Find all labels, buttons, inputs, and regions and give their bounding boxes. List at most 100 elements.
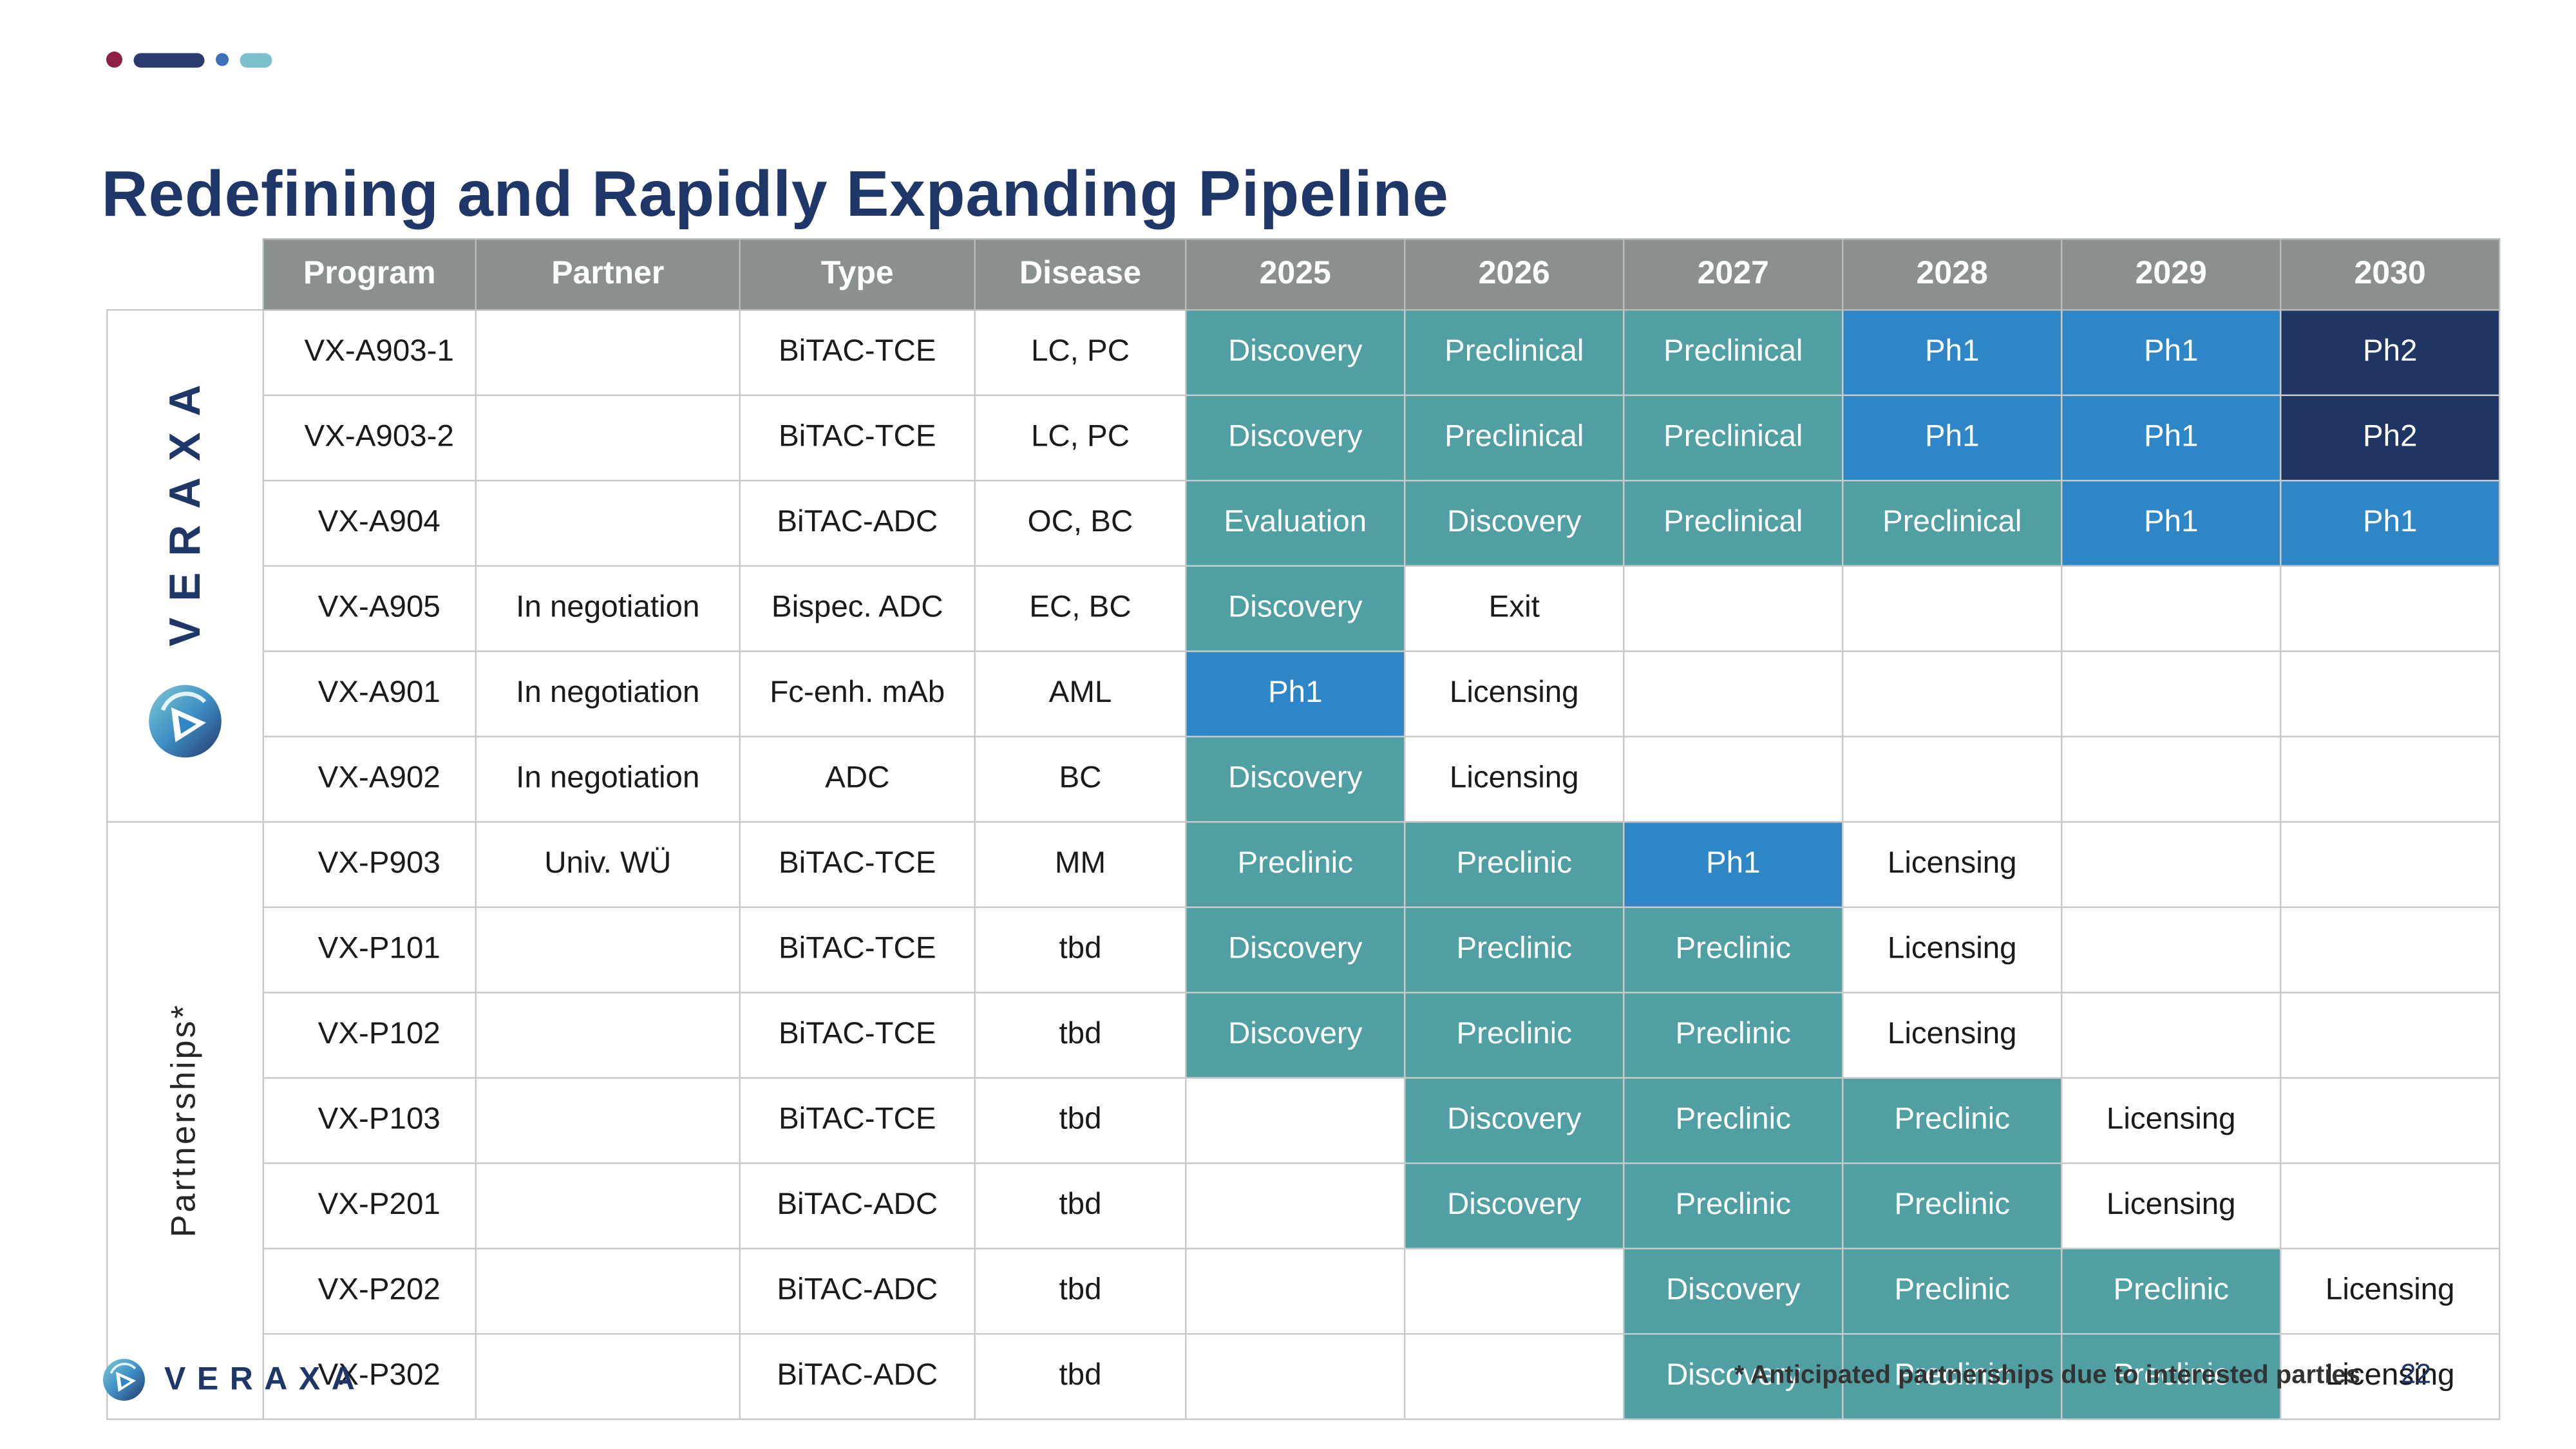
stage-cell-2030-ph1: Ph1 <box>2280 480 2501 567</box>
stage-cell-empty <box>1185 1333 1406 1420</box>
pipeline-row-vx-p202: VX-P202 BiTAC-ADC tbd Discovery Preclinic Pre… <box>107 1247 2501 1335</box>
stage-cell-empty <box>2061 650 2282 737</box>
type-cell: BiTAC-ADC <box>739 1333 976 1420</box>
disease-cell: BC <box>974 735 1187 823</box>
type-cell: Fc-enh. mAb <box>739 650 976 737</box>
stage-cell-2026-licensing: Licensing <box>1404 735 1625 823</box>
stage-cell-empty <box>1842 735 2063 823</box>
stage-cell-empty <box>1623 565 1844 652</box>
stage-cell-2025-discovery: Discovery <box>1185 992 1406 1079</box>
stage-cell-2026-licensing: Licensing <box>1404 650 1625 737</box>
disease-cell: tbd <box>974 1077 1187 1164</box>
stage-cell-2030-ph2: Ph2 <box>2280 394 2501 482</box>
stage-cell-2025-ph1: Ph1 <box>1185 650 1406 737</box>
stage-cell-2030-ph2: Ph2 <box>2280 309 2501 396</box>
disease-cell: MM <box>974 821 1187 908</box>
stage-cell-empty <box>1404 1247 1625 1335</box>
stage-cell-2026-preclinic: Preclinic <box>1404 821 1625 908</box>
pipeline-row-vx-p103: VX-P103 BiTAC-TCE tbd Discovery Preclinic Pre… <box>107 1077 2501 1164</box>
stage-cell-empty <box>2280 906 2501 994</box>
stage-cell-empty <box>1185 1247 1406 1335</box>
disease-cell: tbd <box>974 906 1187 994</box>
disease-cell: tbd <box>974 992 1187 1079</box>
pipeline-row-vx-a901: VX-A901 In negotiation Fc-enh. mAb AML Ph1 Li… <box>107 650 2501 737</box>
accent-dot-maroon <box>106 52 122 68</box>
type-cell: BiTAC-TCE <box>739 906 976 994</box>
stage-cell-empty <box>2280 1077 2501 1164</box>
pipeline-row-vx-a903-2: VX-A903-2 BiTAC-TCE LC, PC Discovery Preclin… <box>107 394 2501 482</box>
type-cell: BiTAC-TCE <box>739 821 976 908</box>
stage-cell-2027-preclinic: Preclinic <box>1623 1077 1844 1164</box>
pipeline-row-vx-p201: VX-P201 BiTAC-ADC tbd Discovery Preclinic Pre… <box>107 1162 2501 1249</box>
veraxa-logo-icon <box>149 685 222 757</box>
pipeline-row-vx-p102: VX-P102 BiTAC-TCE tbd Discovery Preclinic Pre… <box>107 992 2501 1079</box>
stage-cell-2027-preclinic: Preclinic <box>1623 1162 1844 1249</box>
stage-cell-empty <box>2280 735 2501 823</box>
column-header-2026: 2026 <box>1404 238 1625 311</box>
partner-cell <box>475 480 741 567</box>
stage-cell-empty <box>2280 565 2501 652</box>
type-cell: BiTAC-TCE <box>739 992 976 1079</box>
program-cell: VX-A903-2 <box>262 394 477 482</box>
disease-cell: AML <box>974 650 1187 737</box>
veraxa-logo-icon <box>103 1359 145 1401</box>
pipeline-row-vx-a904: VX-A904 BiTAC-ADC OC, BC Evaluation Discover… <box>107 480 2501 567</box>
stage-cell-empty <box>1842 650 2063 737</box>
type-cell: BiTAC-ADC <box>739 1247 976 1335</box>
stage-cell-2028-ph1: Ph1 <box>1842 394 2063 482</box>
page-title: Redefining and Rapidly Expanding Pipelin… <box>101 158 1449 230</box>
table-corner <box>107 239 263 310</box>
pipeline-row-vx-a902: VX-A902 In negotiation ADC BC Discovery Licen… <box>107 735 2501 823</box>
column-header-type: Type <box>739 238 976 311</box>
footer-brand-text: VERAXA <box>164 1361 366 1397</box>
disease-cell: tbd <box>974 1247 1187 1335</box>
pipeline-table: Program Partner Type Disease 2025 2026 2027 202… <box>106 238 2501 1420</box>
accent-dot-blue <box>216 53 229 66</box>
program-cell: VX-P202 <box>262 1247 477 1335</box>
stage-cell-empty <box>1404 1333 1625 1420</box>
stage-cell-2027-preclinical: Preclinical <box>1623 394 1844 482</box>
partner-cell <box>475 1162 741 1249</box>
pipeline-row-vx-a905: VX-A905 In negotiation Bispec. ADC EC, BC Di… <box>107 565 2501 652</box>
stage-cell-2027-discovery: Discovery <box>1623 1247 1844 1335</box>
disease-cell: EC, BC <box>974 565 1187 652</box>
stage-cell-empty <box>2280 821 2501 908</box>
slide-accent-mark <box>106 52 272 68</box>
stage-cell-2026-discovery: Discovery <box>1404 1077 1625 1164</box>
stage-cell-2028-preclinic: Preclinic <box>1842 1333 2063 1420</box>
stage-cell-2026-discovery: Discovery <box>1404 1162 1625 1249</box>
column-header-2025: 2025 <box>1185 238 1406 311</box>
group-cell-partnerships: Partnerships* <box>106 821 264 1420</box>
partner-cell <box>475 1077 741 1164</box>
stage-cell-2027-discovery: Discovery <box>1623 1333 1844 1420</box>
column-header-partner: Partner <box>475 238 741 311</box>
stage-cell-2027-preclinic: Preclinic <box>1623 906 1844 994</box>
program-cell: VX-A903-1 <box>262 309 477 396</box>
column-header-2027: 2027 <box>1623 238 1844 311</box>
type-cell: BiTAC-TCE <box>739 394 976 482</box>
partner-cell: In negotiation <box>475 650 741 737</box>
stage-cell-2028-ph1: Ph1 <box>1842 309 2063 396</box>
type-cell: ADC <box>739 735 976 823</box>
stage-cell-2025-discovery: Discovery <box>1185 906 1406 994</box>
stage-cell-2030-licensing: Licensing <box>2280 1333 2501 1420</box>
disease-cell: LC, PC <box>974 309 1187 396</box>
program-cell: VX-A902 <box>262 735 477 823</box>
stage-cell-2025-discovery: Discovery <box>1185 735 1406 823</box>
program-cell: VX-P201 <box>262 1162 477 1249</box>
partner-cell: Univ. WÜ <box>475 821 741 908</box>
stage-cell-2029-ph1: Ph1 <box>2061 480 2282 567</box>
stage-cell-2028-licensing: Licensing <box>1842 992 2063 1079</box>
group-cell-veraxa: VERAXA <box>106 309 264 823</box>
column-header-disease: Disease <box>974 238 1187 311</box>
stage-cell-2030-licensing: Licensing <box>2280 1247 2501 1335</box>
program-cell: VX-A905 <box>262 565 477 652</box>
stage-cell-2027-ph1: Ph1 <box>1623 821 1844 908</box>
veraxa-logo <box>144 679 227 762</box>
accent-bar-teal <box>240 52 272 67</box>
type-cell: BiTAC-TCE <box>739 1077 976 1164</box>
stage-cell-2025-discovery: Discovery <box>1185 565 1406 652</box>
accent-bar-navy <box>133 52 205 67</box>
program-cell: VX-A901 <box>262 650 477 737</box>
stage-cell-2027-preclinical: Preclinical <box>1623 480 1844 567</box>
